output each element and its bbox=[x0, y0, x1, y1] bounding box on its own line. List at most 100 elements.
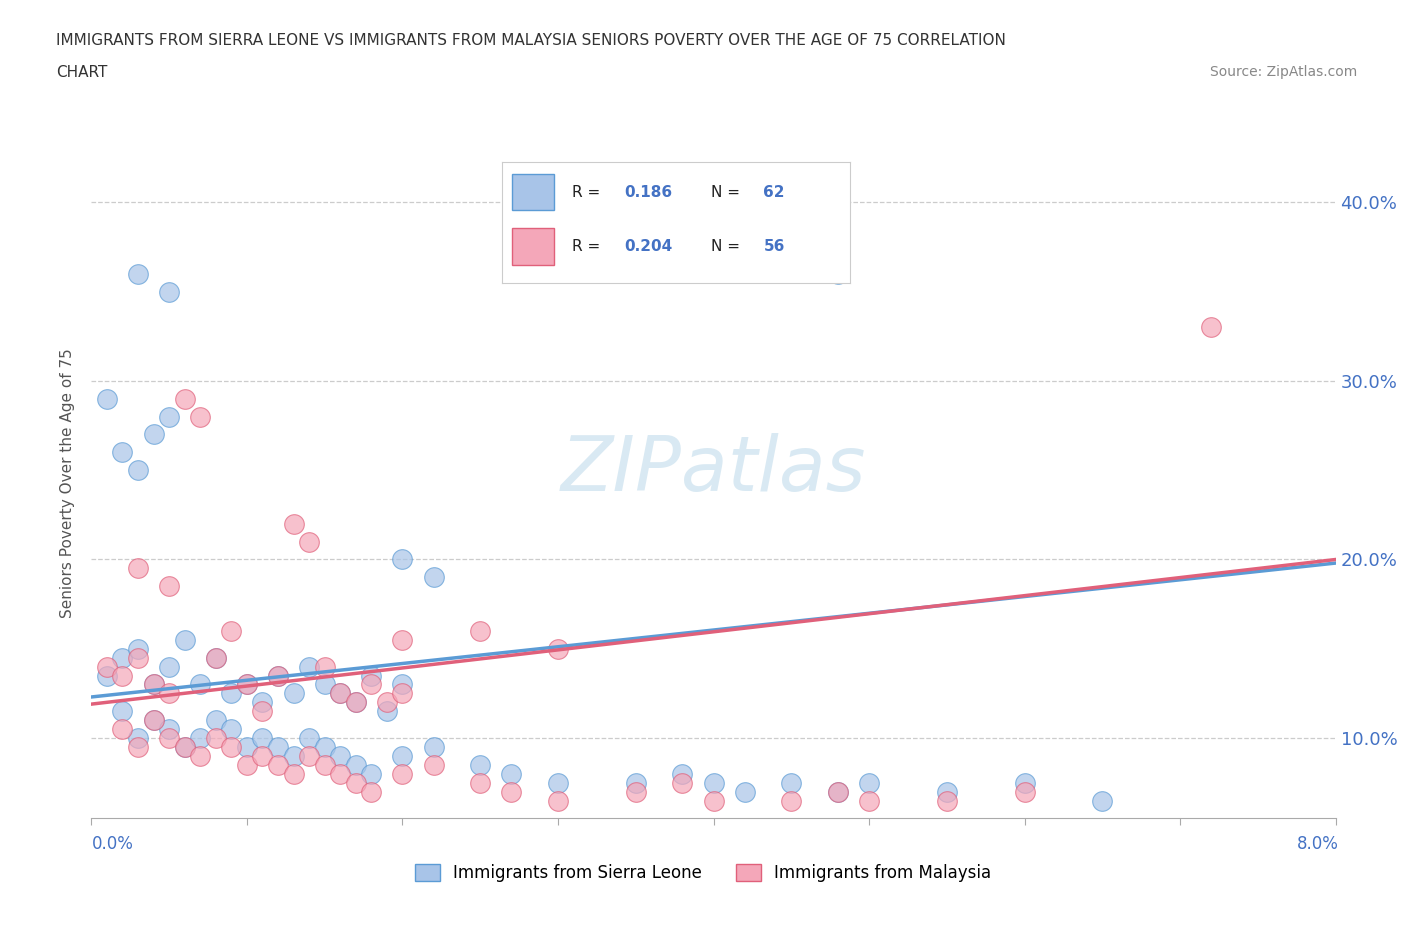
Point bbox=[236, 677, 259, 692]
Point bbox=[329, 686, 352, 701]
Point bbox=[205, 650, 228, 665]
Point bbox=[221, 623, 243, 638]
Point bbox=[96, 659, 118, 674]
Point bbox=[314, 739, 336, 754]
Point bbox=[391, 686, 413, 701]
Point bbox=[422, 570, 444, 585]
Text: IMMIGRANTS FROM SIERRA LEONE VS IMMIGRANTS FROM MALAYSIA SENIORS POVERTY OVER TH: IMMIGRANTS FROM SIERRA LEONE VS IMMIGRAN… bbox=[56, 33, 1007, 47]
Point bbox=[127, 731, 149, 746]
Point bbox=[111, 668, 134, 683]
Point bbox=[671, 766, 693, 781]
Point bbox=[252, 695, 274, 710]
Point bbox=[702, 793, 725, 808]
Point bbox=[267, 668, 290, 683]
Point bbox=[188, 749, 211, 764]
Legend: Immigrants from Sierra Leone, Immigrants from Malaysia: Immigrants from Sierra Leone, Immigrants… bbox=[408, 857, 998, 889]
Point bbox=[360, 677, 382, 692]
Point bbox=[205, 712, 228, 727]
Point bbox=[780, 776, 803, 790]
Point bbox=[314, 757, 336, 772]
Point bbox=[142, 712, 165, 727]
Point bbox=[360, 668, 382, 683]
Point bbox=[858, 793, 880, 808]
Y-axis label: Seniors Poverty Over the Age of 75: Seniors Poverty Over the Age of 75 bbox=[60, 349, 76, 618]
Point bbox=[127, 561, 149, 576]
Text: 8.0%: 8.0% bbox=[1296, 835, 1339, 854]
Point bbox=[267, 739, 290, 754]
Point bbox=[827, 784, 849, 799]
Point bbox=[314, 677, 336, 692]
Point bbox=[470, 757, 492, 772]
Point bbox=[221, 739, 243, 754]
Point bbox=[111, 445, 134, 459]
Point bbox=[391, 677, 413, 692]
Point bbox=[391, 766, 413, 781]
Point bbox=[283, 516, 305, 531]
Point bbox=[501, 784, 523, 799]
Point bbox=[344, 776, 367, 790]
Point bbox=[298, 731, 321, 746]
Point bbox=[96, 392, 118, 406]
Point bbox=[858, 776, 880, 790]
Point bbox=[252, 731, 274, 746]
Point bbox=[236, 757, 259, 772]
Point bbox=[298, 659, 321, 674]
Point bbox=[188, 409, 211, 424]
Text: CHART: CHART bbox=[56, 65, 108, 80]
Point bbox=[111, 722, 134, 737]
Point bbox=[329, 749, 352, 764]
Text: 0.0%: 0.0% bbox=[91, 835, 134, 854]
Point bbox=[205, 731, 228, 746]
Point bbox=[344, 757, 367, 772]
Point bbox=[344, 695, 367, 710]
Point bbox=[157, 578, 180, 593]
Point bbox=[142, 427, 165, 442]
Point bbox=[422, 739, 444, 754]
Point bbox=[547, 642, 569, 657]
Point bbox=[157, 722, 180, 737]
Point bbox=[360, 784, 382, 799]
Point bbox=[375, 695, 398, 710]
Point bbox=[1201, 320, 1223, 335]
Point bbox=[547, 776, 569, 790]
Point bbox=[422, 757, 444, 772]
Point bbox=[142, 677, 165, 692]
Point bbox=[252, 704, 274, 719]
Point bbox=[157, 659, 180, 674]
Point bbox=[391, 632, 413, 647]
Point bbox=[157, 731, 180, 746]
Point bbox=[780, 793, 803, 808]
Point bbox=[236, 739, 259, 754]
Point bbox=[127, 650, 149, 665]
Point bbox=[173, 632, 195, 647]
Point bbox=[188, 677, 211, 692]
Point bbox=[283, 766, 305, 781]
Point bbox=[935, 784, 957, 799]
Point bbox=[127, 739, 149, 754]
Point bbox=[671, 776, 693, 790]
Point bbox=[360, 766, 382, 781]
Point bbox=[111, 650, 134, 665]
Point bbox=[205, 650, 228, 665]
Point bbox=[127, 463, 149, 478]
Point bbox=[221, 722, 243, 737]
Point bbox=[1014, 776, 1036, 790]
Point bbox=[547, 793, 569, 808]
Point bbox=[375, 704, 398, 719]
Point bbox=[252, 749, 274, 764]
Point bbox=[702, 776, 725, 790]
Point bbox=[314, 659, 336, 674]
Point bbox=[111, 704, 134, 719]
Point bbox=[1091, 793, 1114, 808]
Point bbox=[470, 623, 492, 638]
Point bbox=[391, 749, 413, 764]
Point bbox=[624, 776, 647, 790]
Point bbox=[188, 731, 211, 746]
Point bbox=[236, 677, 259, 692]
Point bbox=[283, 686, 305, 701]
Point bbox=[221, 686, 243, 701]
Point bbox=[96, 668, 118, 683]
Point bbox=[935, 793, 957, 808]
Point bbox=[127, 266, 149, 281]
Point bbox=[827, 266, 849, 281]
